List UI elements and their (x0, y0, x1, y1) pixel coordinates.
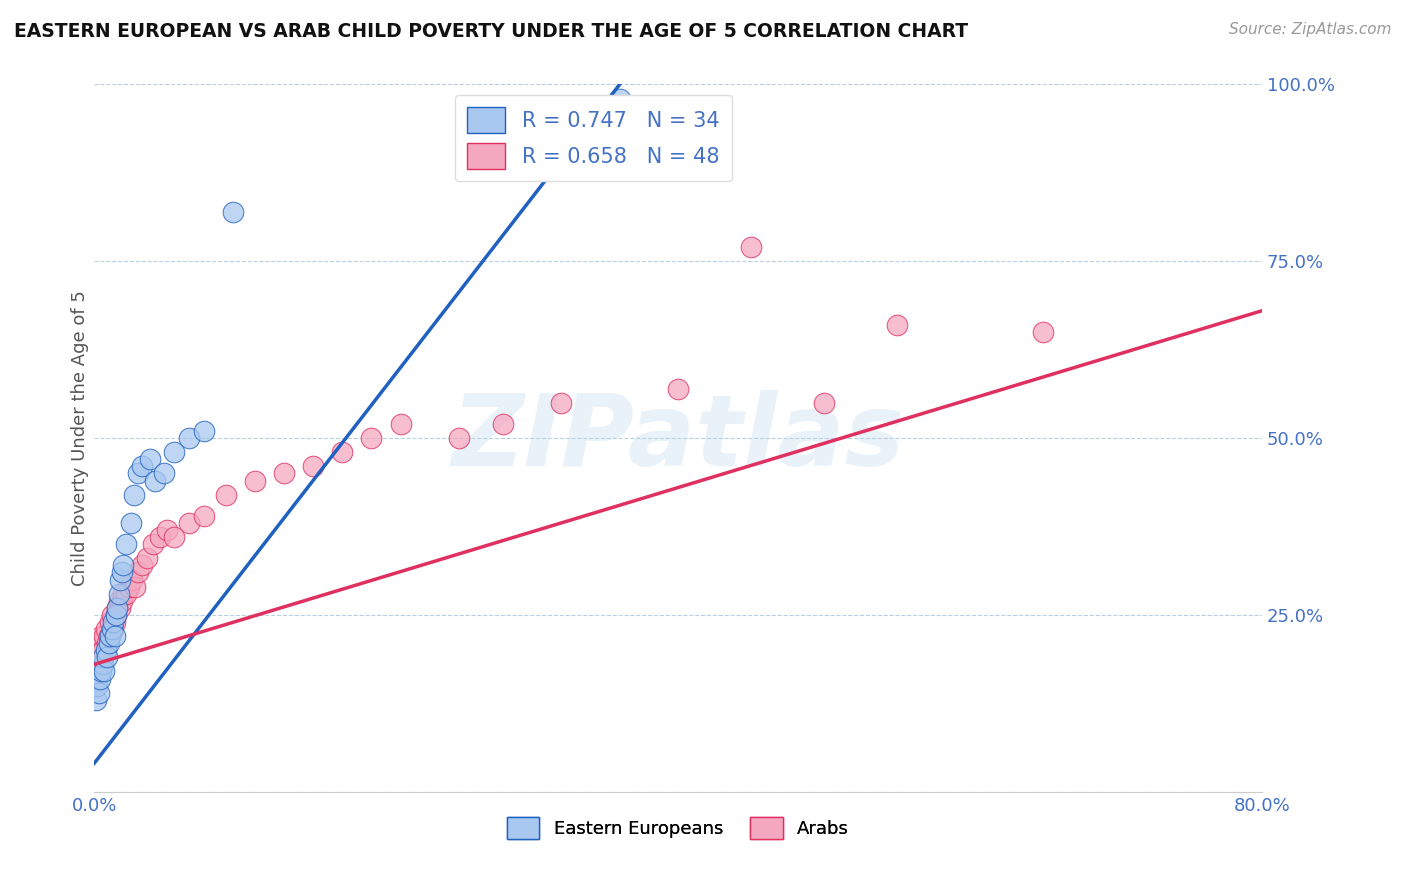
Point (193, 508, 215, 523)
Point (98, 615, 121, 629)
Point (177, 431, 200, 445)
Point (111, 566, 134, 580)
Point (107, 600, 129, 615)
Point (135, 551, 157, 566)
Point (118, 580, 141, 594)
Point (107, 600, 129, 615)
Point (103, 629, 125, 643)
Point (447, 431, 470, 445)
Point (101, 622, 124, 636)
Point (89, 636, 111, 650)
Point (813, 395, 835, 409)
Point (97, 629, 120, 643)
Point (145, 474, 167, 488)
Point (121, 573, 143, 587)
Point (91, 650, 114, 665)
Point (360, 431, 382, 445)
Point (138, 452, 160, 467)
Point (127, 467, 149, 481)
Point (98, 629, 121, 643)
Point (115, 537, 138, 551)
Point (124, 580, 146, 594)
Point (149, 530, 172, 544)
Point (90, 665, 112, 679)
Text: EASTERN EUROPEAN VS ARAB CHILD POVERTY UNDER THE AGE OF 5 CORRELATION CHART: EASTERN EUROPEAN VS ARAB CHILD POVERTY U… (14, 22, 969, 41)
Point (177, 516, 200, 530)
Point (111, 593, 134, 607)
Point (153, 467, 176, 481)
Point (112, 587, 135, 601)
Point (87, 686, 110, 700)
Point (108, 593, 131, 607)
Point (330, 445, 353, 459)
Point (666, 382, 689, 396)
Point (96, 636, 118, 650)
Point (609, 92, 631, 106)
Point (163, 530, 186, 544)
Point (108, 587, 131, 601)
Point (93, 629, 115, 643)
Point (1032, 325, 1054, 339)
Point (302, 459, 325, 474)
Point (120, 516, 142, 530)
Point (740, 240, 762, 254)
Point (110, 573, 132, 587)
Point (214, 488, 236, 502)
Point (243, 474, 266, 488)
Point (110, 600, 132, 615)
Point (101, 615, 124, 629)
Point (86, 643, 108, 657)
Point (112, 558, 135, 573)
Point (131, 558, 153, 573)
Point (84, 692, 107, 706)
Point (156, 523, 179, 537)
Point (87, 650, 110, 665)
Point (122, 488, 145, 502)
Point (131, 459, 153, 474)
Point (141, 537, 163, 551)
Point (103, 615, 125, 629)
Y-axis label: Child Poverty Under the Age of 5: Child Poverty Under the Age of 5 (72, 290, 89, 586)
Text: ZIPatlas: ZIPatlas (451, 390, 904, 486)
Point (163, 445, 186, 459)
Point (105, 607, 128, 622)
Point (93, 665, 115, 679)
Point (94, 643, 117, 657)
Point (193, 424, 215, 438)
Point (96, 650, 118, 665)
Point (94, 622, 117, 636)
Point (97, 636, 120, 650)
Point (492, 417, 515, 431)
Text: Source: ZipAtlas.com: Source: ZipAtlas.com (1229, 22, 1392, 37)
Point (90, 629, 112, 643)
Point (389, 417, 412, 431)
Point (222, 204, 245, 219)
Point (127, 566, 149, 580)
Point (105, 607, 128, 622)
Point (91, 657, 114, 672)
Point (115, 587, 138, 601)
Point (100, 607, 122, 622)
Point (100, 622, 122, 636)
Point (86, 679, 108, 693)
Point (89, 672, 111, 686)
Point (91, 643, 114, 657)
Point (886, 318, 908, 332)
Point (273, 467, 295, 481)
Point (84, 657, 107, 672)
Legend: Eastern Europeans, Arabs: Eastern Europeans, Arabs (499, 810, 856, 847)
Point (550, 395, 572, 409)
